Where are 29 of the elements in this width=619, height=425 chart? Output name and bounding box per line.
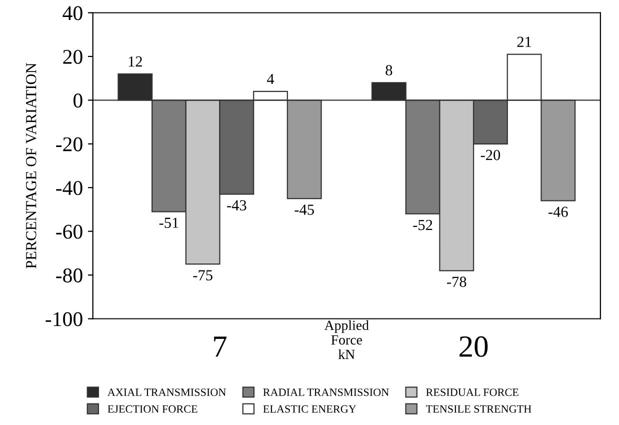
y-tick-label: -60 — [56, 224, 82, 239]
x-axis-title: Applied Force kN — [324, 320, 369, 359]
data-label: -46 — [548, 206, 568, 218]
legend-label: TENSILE STRENGTH — [426, 405, 532, 413]
data-label: -43 — [227, 200, 246, 210]
y-tick-label: -80 — [56, 268, 82, 282]
y-tick-label: -100 — [46, 312, 82, 326]
y-tick-label: 20 — [63, 50, 82, 64]
legend-label: EJECTION FORCE — [108, 405, 198, 413]
data-label: 8 — [386, 65, 392, 76]
x-tick-label: 7 — [214, 336, 227, 357]
legend-label: RESIDUAL FORCE — [426, 388, 518, 396]
data-label: 12 — [128, 56, 142, 67]
y-tick-label: -40 — [56, 180, 82, 196]
data-label: -78 — [447, 276, 466, 287]
data-label: -75 — [193, 270, 212, 280]
y-tick-label: 0 — [74, 94, 82, 108]
data-label: -20 — [480, 150, 500, 160]
data-label: 4 — [266, 74, 274, 84]
data-label: -45 — [294, 204, 314, 215]
legend-label: RADIAL TRANSMISSION — [263, 388, 389, 396]
data-label: -51 — [159, 218, 178, 228]
y-tick-label: 40 — [62, 6, 82, 20]
y-axis-title: PERCENTAGE OF VARIATION — [26, 63, 36, 268]
legend-label: AXIAL TRANSMISSION — [107, 388, 226, 396]
data-label: -52 — [413, 220, 432, 230]
y-tick-label: -20 — [56, 137, 82, 152]
data-label: 21 — [517, 36, 532, 47]
legend-label: ELASTIC ENERGY — [263, 405, 356, 413]
